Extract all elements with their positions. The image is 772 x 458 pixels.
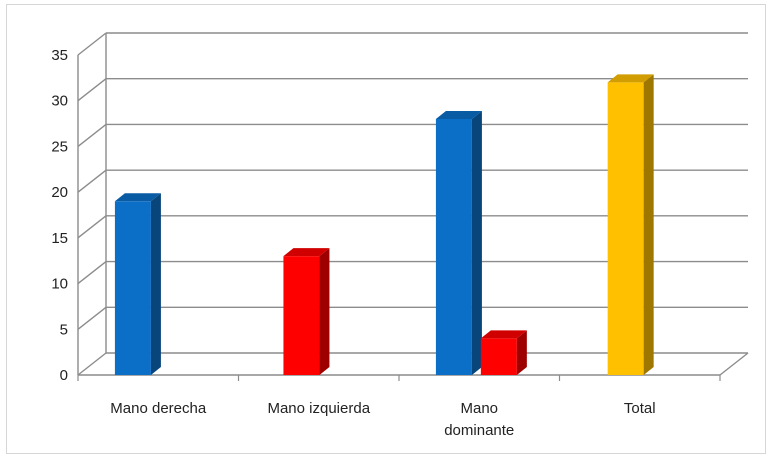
bar-side [516,330,527,375]
bar-side [643,74,654,375]
gridline-side [77,169,107,193]
bar [480,338,517,375]
y-tick-label: 25 [51,138,68,155]
bar-top [480,330,527,339]
bar-top [435,111,482,119]
y-tick-label: 15 [51,230,68,247]
y-tick-label: 0 [60,367,68,384]
gridline-side [77,352,107,376]
bar-top [607,74,654,83]
y-tick-label: 10 [51,276,68,293]
bar-side [471,111,482,375]
gridline-side [77,32,107,56]
y-tick-label: 5 [60,321,68,338]
y-tick-label: 30 [51,93,68,110]
x-tick-label: Mano izquierda [267,400,370,417]
x-tick-label: Mano derecha [110,400,207,417]
x-tick-label: Total [624,400,656,417]
bar-top [283,248,330,257]
bar-top [114,193,161,202]
bar-side [319,248,330,375]
gridline-side [77,306,107,330]
gridline-side [77,215,107,239]
gridline-side [77,123,107,147]
gridline-side [77,78,107,102]
bar [114,201,151,375]
y-tick-label: 20 [51,184,68,201]
gridline-side [77,261,107,285]
bar [607,82,644,375]
bar-side [150,193,161,375]
bar [435,119,472,375]
x-tick-label: Mano dominante [444,400,514,439]
y-tick-label: 35 [51,47,68,64]
bar [283,256,320,375]
floor-edge [719,352,749,376]
